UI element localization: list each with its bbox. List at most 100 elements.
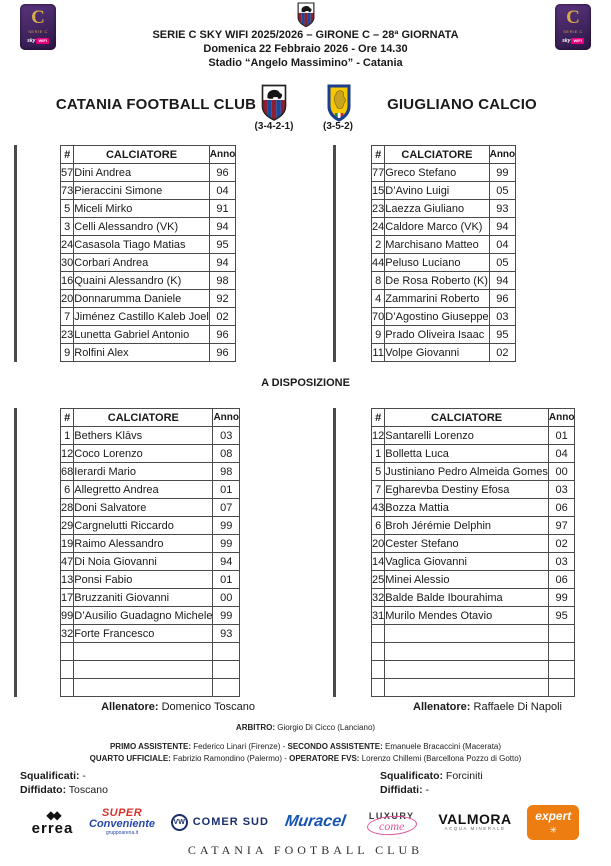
- player-number: 20: [370, 534, 386, 553]
- sponsor-superconveniente: SUPER Conveniente gruppoarena.it: [89, 807, 156, 836]
- player-name: Zammarini Roberto: [384, 289, 490, 308]
- player-row: [59, 660, 240, 679]
- col-player: CALCIATORE: [73, 408, 214, 427]
- player-number: [59, 660, 75, 679]
- col-player: CALCIATORE: [73, 145, 210, 164]
- card-grid-header-row: [333, 145, 336, 164]
- red-card-cell: [334, 181, 336, 200]
- player-row: 70 D’Agostino Giuseppe 03: [370, 307, 517, 326]
- player-name: Ponsi Fabio: [73, 570, 214, 589]
- red-card-cell: [15, 343, 17, 362]
- player-year: [547, 678, 576, 697]
- player-name: Lunetta Gabriel Antonio: [73, 325, 210, 344]
- player-year: 99: [488, 163, 517, 182]
- player-row: 7 Jiménez Castillo Kaleb Joel 02: [59, 307, 237, 326]
- player-row: 28 Doni Salvatore 07: [59, 498, 240, 517]
- card-grid-row: [14, 253, 17, 272]
- player-number: 20: [59, 289, 75, 308]
- player-number: 1: [59, 426, 75, 445]
- red-card-cell: [334, 462, 336, 481]
- card-grid-row: [333, 235, 336, 254]
- red-card-cell: [15, 570, 17, 589]
- sky-label: sky: [27, 38, 36, 44]
- player-year: [547, 624, 576, 643]
- home-bench-card-grid: [14, 408, 17, 697]
- away-xi-card-grid: [333, 145, 336, 362]
- col-number: #: [59, 408, 75, 427]
- player-year: 01: [212, 480, 240, 499]
- card-grid-row: [14, 516, 17, 535]
- player-name: Minei Alessio: [384, 570, 549, 589]
- serie-c-letter: C: [31, 7, 45, 28]
- player-row: 99 D’Ausilio Guadagno Michele 99: [59, 606, 240, 625]
- card-grid-header-row: [14, 408, 17, 427]
- player-name: Murilo Mendes Otavio: [384, 606, 549, 625]
- player-year: 94: [488, 217, 517, 236]
- player-year: 04: [488, 235, 517, 254]
- red-card-header-cell: [334, 408, 336, 427]
- player-name: Doni Salvatore: [73, 498, 214, 517]
- card-grid-row: [333, 271, 336, 290]
- player-number: 13: [59, 570, 75, 589]
- col-year: Anno: [208, 145, 237, 164]
- player-name: Quaini Alessandro (K): [73, 271, 210, 290]
- player-name: Jiménez Castillo Kaleb Joel: [73, 307, 210, 326]
- player-row: [370, 642, 576, 661]
- card-grid-row: [14, 325, 17, 344]
- player-name: Di Noia Giovanni: [73, 552, 214, 571]
- player-name: De Rosa Roberto (K): [384, 271, 490, 290]
- player-name: Forte Francesco: [73, 624, 214, 643]
- red-card-cell: [334, 325, 336, 344]
- player-number: 5: [370, 462, 386, 481]
- player-year: 96: [208, 163, 237, 182]
- card-grid-row: [333, 181, 336, 200]
- player-row: 6 Broh Jérémie Delphin 97: [370, 516, 576, 535]
- red-card-cell: [15, 498, 17, 517]
- player-year: 05: [488, 181, 517, 200]
- card-grid-row: [14, 660, 17, 679]
- serie-c-label: SERIE C: [28, 29, 48, 34]
- away-coach: Allenatore: Raffaele Di Napoli: [413, 701, 562, 713]
- player-number: 99: [59, 606, 75, 625]
- player-number: 4: [370, 289, 386, 308]
- card-grid-row: [333, 426, 336, 445]
- red-card-cell: [15, 480, 17, 499]
- player-name: D’Agostino Giuseppe: [384, 307, 490, 326]
- player-number: 68: [59, 462, 75, 481]
- player-row: 32 Forte Francesco 93: [59, 624, 240, 643]
- player-name: Justiniano Pedro Almeida Gomes: [384, 462, 549, 481]
- player-year: 03: [547, 552, 576, 571]
- player-year: 06: [547, 498, 576, 517]
- red-card-cell: [15, 642, 17, 661]
- player-number: 24: [370, 217, 386, 236]
- player-row: 13 Ponsi Fabio 01: [59, 570, 240, 589]
- player-year: 94: [488, 271, 517, 290]
- player-name: Bethers Klāvs: [73, 426, 214, 445]
- col-number: #: [370, 145, 386, 164]
- card-grid-row: [14, 444, 17, 463]
- player-year: [212, 642, 240, 661]
- col-number: #: [370, 408, 386, 427]
- player-name: Bolletta Luca: [384, 444, 549, 463]
- player-row: 5 Justiniano Pedro Almeida Gomes 00: [370, 462, 576, 481]
- red-card-cell: [15, 253, 17, 272]
- red-card-cell: [15, 325, 17, 344]
- player-name: Volpe Giovanni: [384, 343, 490, 362]
- player-name: Miceli Mirko: [73, 199, 210, 218]
- red-card-cell: [334, 642, 336, 661]
- player-name: Greco Stefano: [384, 163, 490, 182]
- player-number: 12: [370, 426, 386, 445]
- player-number: 30: [59, 253, 75, 272]
- player-year: 03: [488, 307, 517, 326]
- player-row: 9 Rolfini Alex 96: [59, 343, 237, 362]
- player-name: Caldore Marco (VK): [384, 217, 490, 236]
- player-row: [59, 678, 240, 697]
- card-grid-row: [333, 343, 336, 362]
- player-year: 92: [208, 289, 237, 308]
- player-year: 00: [547, 462, 576, 481]
- red-card-cell: [334, 343, 336, 362]
- player-row: 30 Corbari Andrea 94: [59, 253, 237, 272]
- player-name: Bozza Mattia: [384, 498, 549, 517]
- card-grid-row: [14, 498, 17, 517]
- card-grid-row: [14, 624, 17, 643]
